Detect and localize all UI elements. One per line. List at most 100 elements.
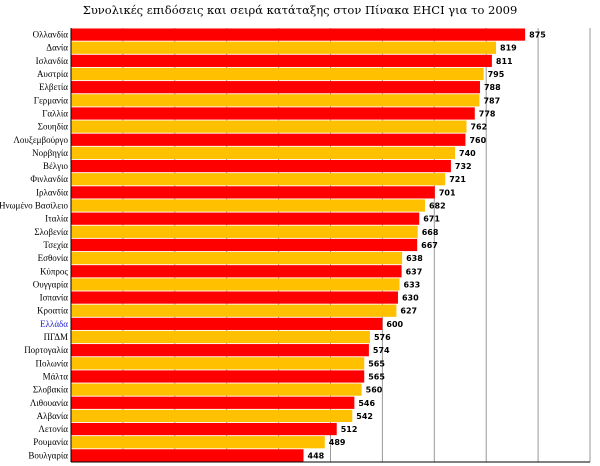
bar bbox=[71, 422, 337, 436]
category-label: Ολλανδία bbox=[33, 30, 69, 40]
value-label: 778 bbox=[479, 109, 496, 118]
value-label: 630 bbox=[402, 294, 419, 303]
bar bbox=[71, 304, 397, 317]
value-label: 633 bbox=[404, 280, 421, 289]
bar bbox=[71, 252, 403, 265]
value-label: 795 bbox=[488, 70, 505, 79]
bar bbox=[71, 344, 369, 357]
value-label: 740 bbox=[459, 149, 476, 158]
value-label: 546 bbox=[358, 399, 375, 408]
category-label: Ισπανία bbox=[40, 293, 69, 303]
category-label: Γαλλία bbox=[42, 108, 68, 118]
value-label: 489 bbox=[329, 438, 346, 447]
bar bbox=[71, 81, 480, 94]
category-label: Γερμανία bbox=[34, 95, 69, 105]
category-label: Σουηδία bbox=[38, 122, 69, 132]
value-label: 788 bbox=[484, 83, 501, 92]
category-label: Ρουμανία bbox=[33, 437, 68, 447]
bar bbox=[71, 225, 418, 238]
bar bbox=[71, 396, 355, 409]
bar bbox=[71, 54, 492, 67]
value-label: 627 bbox=[400, 307, 417, 316]
value-label: 600 bbox=[386, 320, 403, 329]
value-label: 819 bbox=[500, 44, 517, 53]
category-label: Νορβηγία bbox=[32, 148, 68, 158]
value-label: 576 bbox=[374, 333, 391, 342]
category-label: Ουγγαρία bbox=[33, 279, 69, 289]
value-label: 671 bbox=[423, 215, 440, 224]
bar bbox=[71, 383, 362, 396]
category-label: Ιρλανδία bbox=[36, 187, 68, 197]
category-label: Λετονία bbox=[38, 424, 68, 434]
category-label: Φινλανδία bbox=[30, 174, 68, 184]
category-label: Κύπρος bbox=[40, 266, 68, 276]
bar bbox=[71, 265, 402, 278]
bar bbox=[71, 436, 325, 449]
value-label: 701 bbox=[439, 188, 456, 197]
bar bbox=[71, 212, 420, 225]
value-label: 721 bbox=[449, 175, 466, 184]
category-label: Αυστρία bbox=[37, 69, 68, 79]
value-label: 667 bbox=[421, 241, 438, 250]
value-label: 732 bbox=[455, 162, 472, 171]
bar bbox=[71, 278, 400, 291]
value-label: 565 bbox=[368, 359, 385, 368]
value-label: 760 bbox=[469, 136, 486, 145]
category-label: Λουξεμβούργο bbox=[13, 135, 68, 145]
bar bbox=[71, 357, 365, 370]
value-label: 811 bbox=[496, 57, 513, 66]
value-label: 638 bbox=[406, 254, 423, 263]
value-label: 574 bbox=[373, 346, 390, 355]
value-label: 668 bbox=[422, 228, 439, 237]
category-label: Ηνωμένο Βασίλειο bbox=[0, 201, 68, 211]
category-label: Ισλανδία bbox=[36, 56, 69, 66]
category-label: Βουλγαρία bbox=[28, 450, 68, 460]
category-label: Λιθουανία bbox=[30, 398, 68, 408]
bar bbox=[71, 94, 480, 107]
value-label: 512 bbox=[341, 425, 358, 434]
value-labels: 875 819 811 795 788 787 778 762 760 740 732 721 701 6… bbox=[308, 31, 547, 461]
bar bbox=[71, 41, 497, 54]
category-label: Βέλγιο bbox=[43, 161, 69, 171]
bar bbox=[71, 120, 467, 133]
value-label: 762 bbox=[470, 123, 487, 132]
bar bbox=[71, 173, 446, 186]
category-label: Ελλάδα bbox=[40, 319, 68, 329]
value-label: 787 bbox=[483, 96, 500, 105]
bar bbox=[71, 291, 398, 304]
category-label: ΠΓΔΜ bbox=[44, 332, 68, 342]
category-label: Εσθονία bbox=[38, 253, 69, 263]
category-labels: Ολλανδία Δανία Ισλανδία Αυστρία Ελβετία Γερμα… bbox=[0, 30, 68, 461]
bar bbox=[71, 199, 425, 212]
value-label: 565 bbox=[368, 372, 385, 381]
category-label: Σλοβακία bbox=[33, 385, 68, 395]
bar bbox=[71, 146, 456, 160]
bar bbox=[71, 238, 418, 252]
category-label: Ιταλία bbox=[45, 214, 68, 224]
bar bbox=[71, 159, 451, 173]
bar bbox=[71, 28, 526, 41]
axes bbox=[70, 28, 590, 463]
value-label: 542 bbox=[356, 412, 373, 421]
category-label: Σλοβενία bbox=[34, 227, 68, 237]
bar bbox=[71, 409, 353, 423]
bar bbox=[71, 370, 365, 383]
value-label: 682 bbox=[429, 202, 446, 211]
bar bbox=[71, 67, 484, 81]
category-label: Πορτογαλία bbox=[24, 345, 68, 355]
value-label: 560 bbox=[366, 386, 383, 395]
category-label: Πολωνία bbox=[36, 358, 69, 368]
bar bbox=[71, 186, 435, 199]
value-label: 875 bbox=[529, 31, 546, 40]
category-label: Ελβετία bbox=[39, 82, 68, 92]
category-label: Τσεχία bbox=[43, 240, 68, 250]
chart-title: Συνολικές επιδόσεις και σειρά κατάταξης … bbox=[83, 3, 518, 17]
category-label: Μάλτα bbox=[43, 371, 69, 381]
bar bbox=[71, 449, 304, 462]
bar bbox=[71, 107, 475, 120]
category-label: Αλβανία bbox=[37, 411, 69, 421]
value-label: 637 bbox=[406, 267, 423, 276]
value-label: 448 bbox=[308, 451, 325, 460]
category-label: Δανία bbox=[46, 43, 68, 53]
